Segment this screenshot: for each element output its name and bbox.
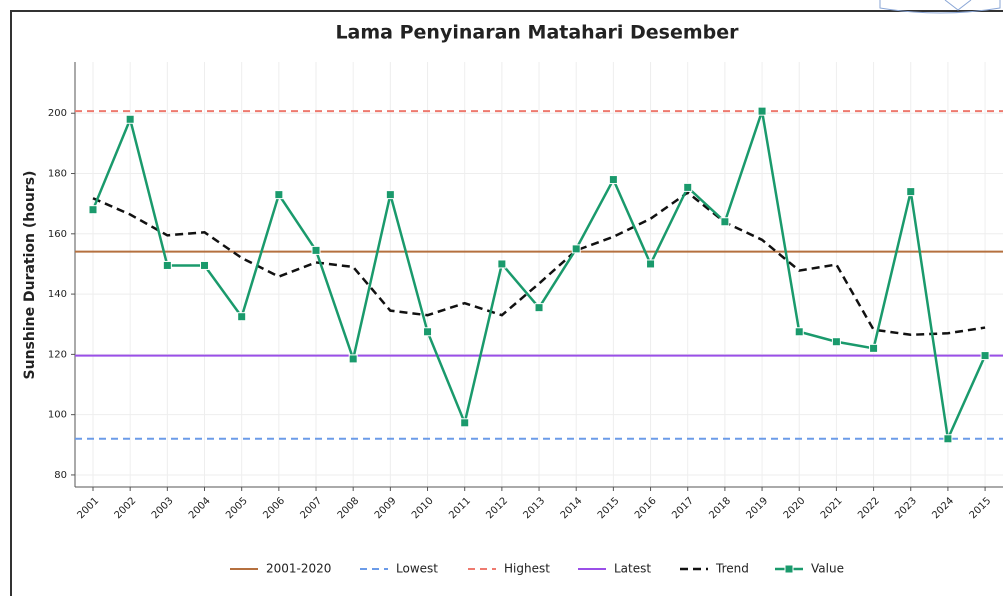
data-point (571, 244, 581, 254)
data-point (237, 312, 247, 322)
data-point (720, 217, 730, 227)
data-point (683, 182, 693, 192)
data-point (125, 114, 135, 124)
data-point (497, 259, 507, 269)
y-axis-label: Sunshine Duration (hours) (22, 171, 38, 380)
y-tick-label: 100 (48, 410, 67, 421)
data-point (385, 190, 395, 200)
data-point (274, 190, 284, 200)
legend-label: Highest (504, 562, 550, 576)
y-tick-label: 180 (48, 169, 67, 180)
data-point (980, 351, 990, 361)
data-point (311, 245, 321, 255)
legend-label: Lowest (396, 562, 438, 576)
data-point (831, 337, 841, 347)
legend-marker (784, 564, 794, 574)
y-tick-label: 200 (48, 108, 67, 119)
data-point (906, 187, 916, 197)
data-point (646, 259, 656, 269)
legend-label: Latest (614, 562, 651, 576)
data-point (88, 205, 98, 215)
data-point (460, 418, 470, 428)
y-tick-label: 80 (54, 470, 67, 481)
data-point (162, 260, 172, 270)
data-point (200, 260, 210, 270)
data-point (608, 175, 618, 185)
y-tick-label: 160 (48, 229, 67, 240)
y-tick-label: 140 (48, 289, 67, 300)
chart-title: Lama Penyinaran Matahari Desember (335, 22, 739, 44)
data-point (534, 303, 544, 313)
legend-label: Value (811, 562, 844, 576)
frame (10, 10, 1003, 596)
decoration (944, 0, 972, 11)
legend-label: 2001-2020 (266, 562, 331, 576)
data-point (869, 343, 879, 353)
y-tick-label: 120 (48, 349, 67, 360)
decoration (879, 0, 1001, 14)
data-point (757, 106, 767, 116)
data-point (943, 434, 953, 444)
data-point (423, 327, 433, 337)
data-point (794, 327, 804, 337)
legend-label: Trend (715, 562, 749, 576)
data-point (348, 354, 358, 364)
